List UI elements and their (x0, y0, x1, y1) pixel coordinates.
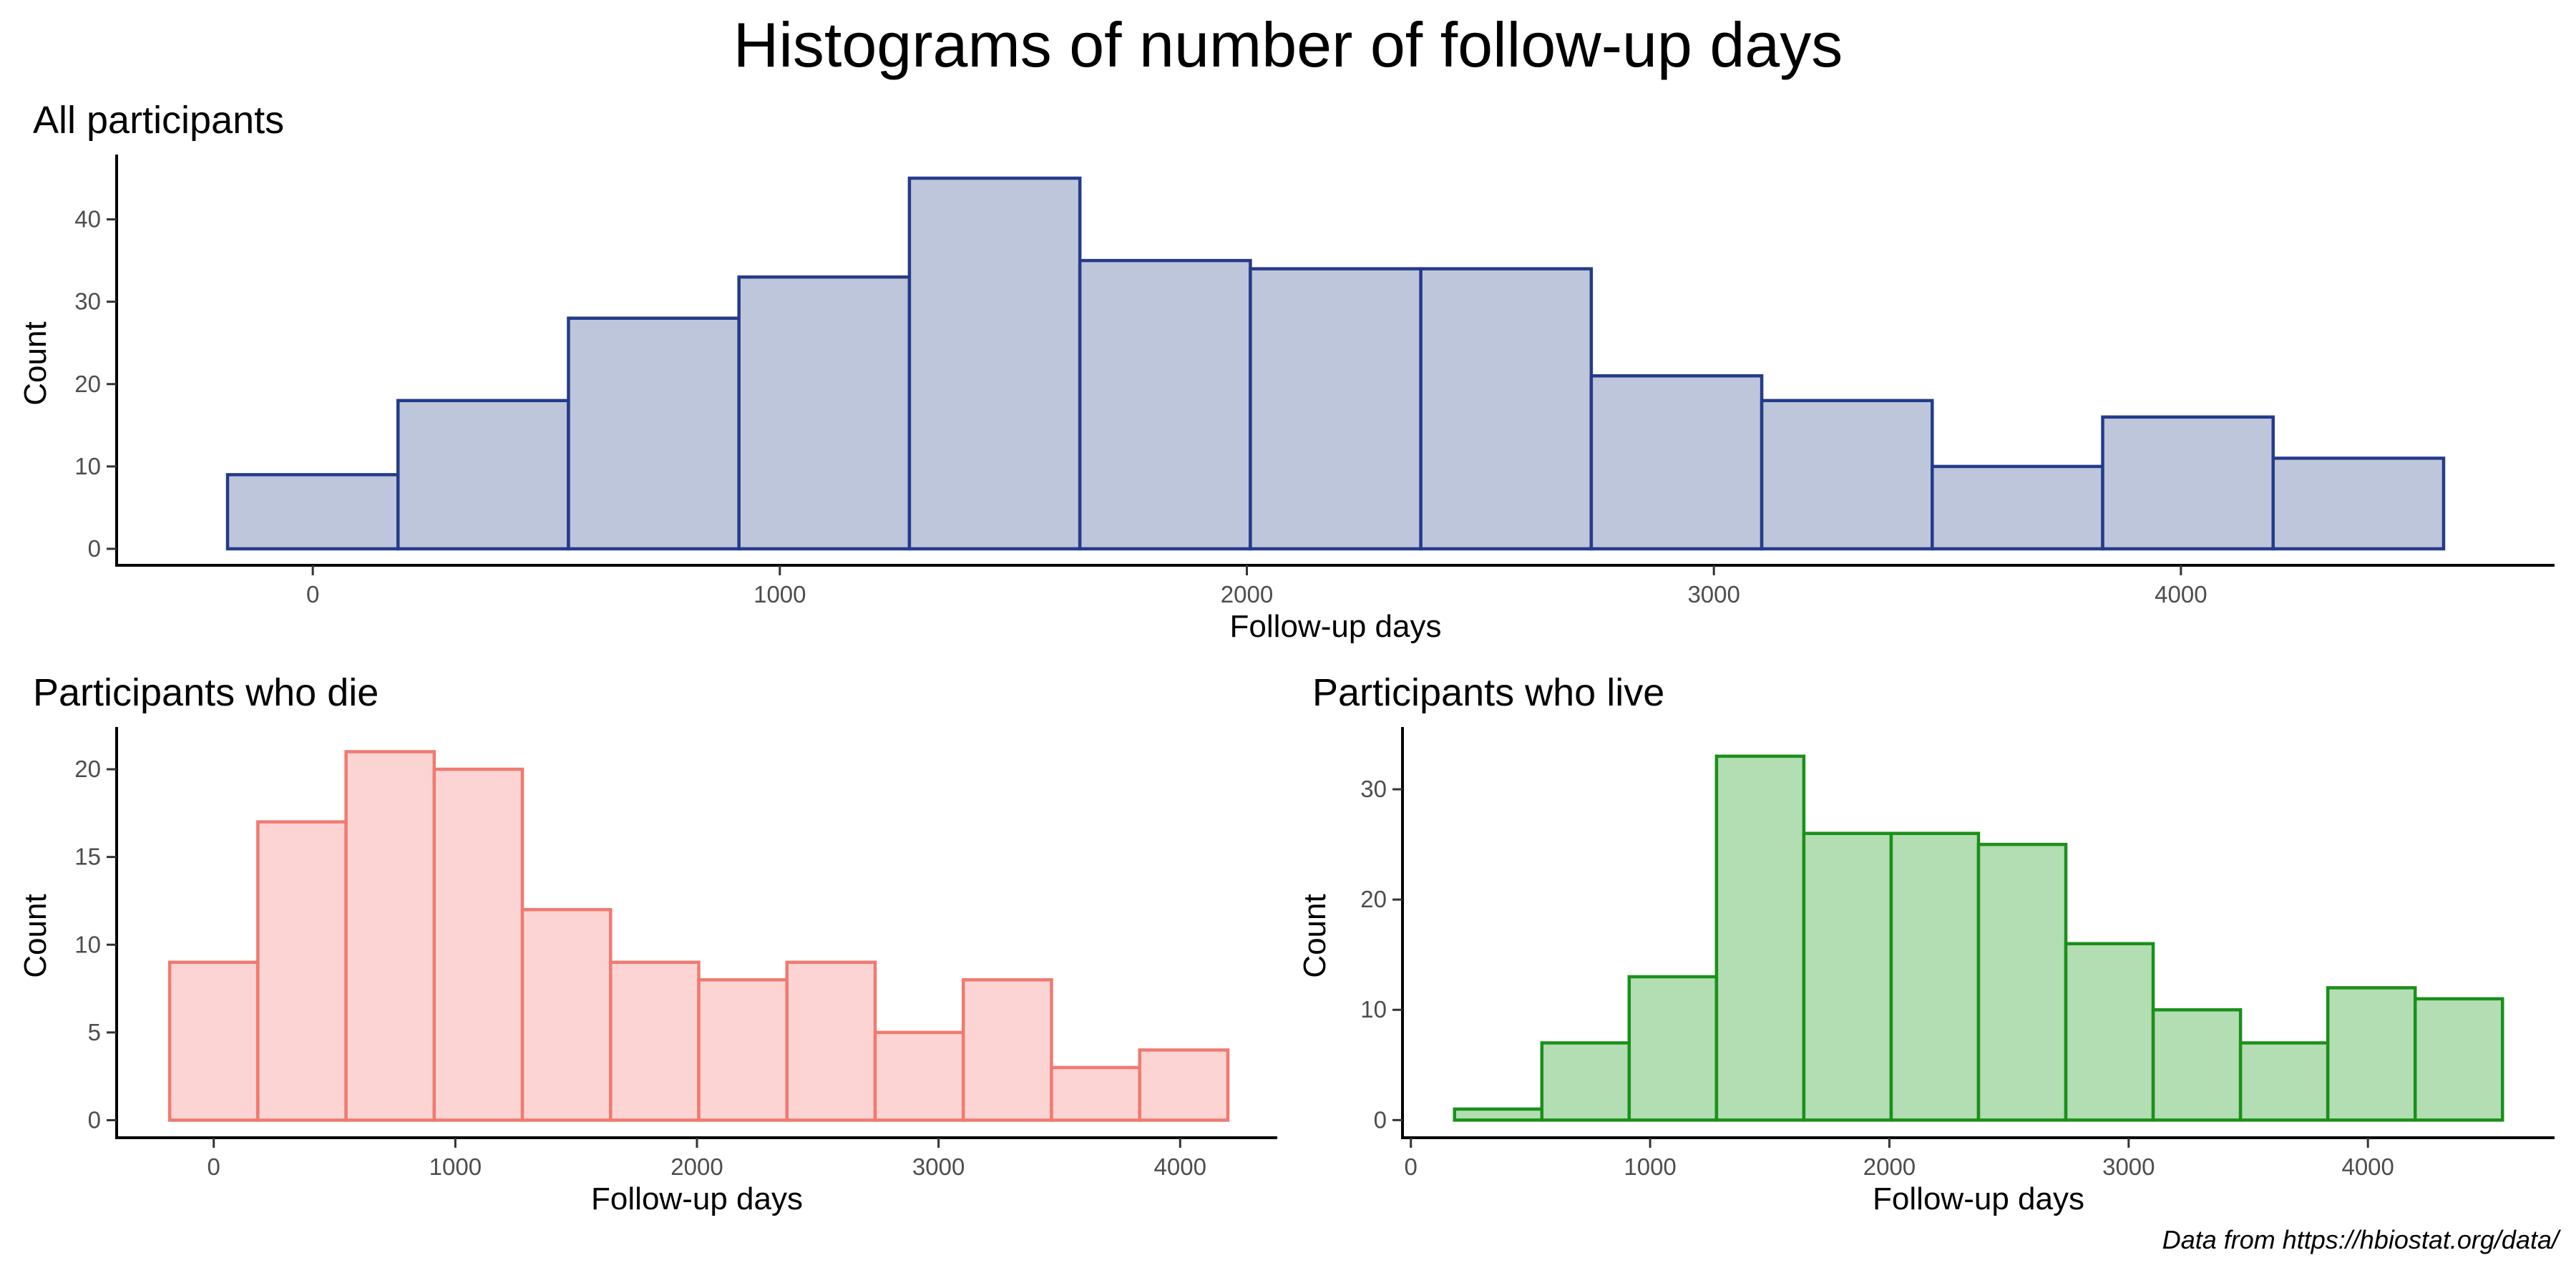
histogram-bar (697, 978, 789, 1122)
histogram-bar (785, 960, 877, 1122)
histogram-bar (432, 767, 525, 1122)
y-axis-title: Count (18, 321, 53, 405)
y-tick-label: 10 (74, 931, 101, 957)
histogram-bar (1889, 831, 1981, 1122)
y-tick-label: 30 (1360, 776, 1387, 802)
histogram-bar (1802, 831, 1893, 1122)
histogram-bar (1453, 1107, 1544, 1122)
x-tick-label: 0 (208, 1153, 220, 1180)
y-tick-label: 15 (74, 844, 101, 870)
bars (167, 750, 1230, 1122)
page-title: Histograms of number of follow-up days (733, 9, 1843, 80)
x-axis-title: Follow-up days (1230, 609, 1442, 644)
histogram-bar (1540, 1041, 1631, 1122)
histogram-bar (2413, 997, 2504, 1122)
x-tick-label: 0 (1405, 1153, 1418, 1180)
histogram-bar (2271, 457, 2446, 551)
histogram-all-participants: All participants 0 10 20 30 40 0 1000 2000 3000 40… (18, 99, 2555, 644)
y-tick-label: 10 (1360, 996, 1387, 1023)
x-tick-label: 3000 (912, 1153, 965, 1180)
y-tick-label: 30 (74, 288, 101, 315)
histogram-bar (396, 399, 570, 551)
bars (1453, 754, 2504, 1122)
histogram-bar (1419, 267, 1594, 551)
x-tick-label: 2000 (670, 1153, 723, 1180)
histogram-bar (1760, 399, 1934, 551)
histogram-bar (2101, 415, 2275, 551)
x-tick-label: 1000 (753, 581, 806, 608)
x-tick-label: 4000 (2155, 581, 2207, 608)
histogram-bar (344, 750, 436, 1122)
histogram-bar (167, 960, 260, 1122)
histogram-bar (873, 1030, 965, 1122)
bars (225, 176, 2446, 551)
y-tick-label: 10 (74, 453, 101, 479)
panel-participants-who-live: Participants who live 0 10 20 30 0 1000 2000 300… (1288, 665, 2576, 1224)
histogram-bar (1078, 258, 1252, 551)
histogram-bar (225, 473, 400, 551)
y-tick-label: 5 (88, 1019, 101, 1045)
histogram-bar (961, 978, 1053, 1122)
panel-title: Participants who live (1312, 671, 1664, 714)
y-axis-title: Count (18, 894, 53, 977)
histogram-bar (256, 820, 348, 1122)
panel-title: All participants (33, 99, 284, 142)
panel-participants-who-die: Participants who die 0 5 10 15 20 0 1000 2000 300… (0, 665, 1288, 1224)
histogram-bar (1627, 975, 1719, 1122)
histogram-bar (737, 275, 912, 551)
histogram-participants-who-die: Participants who die 0 5 10 15 20 0 1000 2000 300… (18, 671, 1277, 1216)
x-tick-label: 2000 (1863, 1153, 1916, 1180)
y-tick-label: 0 (1374, 1106, 1387, 1133)
x-tick-label: 2000 (1221, 581, 1273, 608)
y-tick-label: 20 (74, 756, 101, 782)
histogram-bar (1714, 754, 1806, 1122)
histogram-bar (1589, 374, 1764, 551)
histogram-bar (2238, 1041, 2330, 1122)
y-tick-label: 0 (88, 535, 101, 562)
histogram-bar (1249, 267, 1423, 551)
histogram-bar (2326, 986, 2417, 1122)
panel-title: Participants who die (33, 671, 379, 714)
panel-all-participants: All participants 0 10 20 30 40 0 1000 2000 3000 40… (0, 93, 2576, 651)
x-tick-label: 3000 (2102, 1153, 2155, 1180)
histogram-bar (567, 316, 741, 551)
x-tick-label: 4000 (1154, 1153, 1206, 1180)
x-tick-label: 0 (306, 581, 319, 608)
histogram-bar (1931, 464, 2104, 551)
y-tick-label: 20 (74, 371, 101, 397)
x-tick-label: 4000 (2341, 1153, 2394, 1180)
x-axis-title: Follow-up days (1873, 1181, 2084, 1216)
y-tick-label: 0 (88, 1106, 101, 1133)
histogram-participants-who-live: Participants who live 0 10 20 30 0 1000 2000 300… (1297, 671, 2555, 1216)
histogram-bar (1138, 1048, 1230, 1122)
y-axis-title: Count (1297, 894, 1332, 977)
data-source-caption: Data from https://hbiostat.org/data/ (2162, 1225, 2559, 1254)
x-tick-label: 3000 (1687, 581, 1740, 608)
x-tick-label: 1000 (1624, 1153, 1676, 1180)
histogram-bar (520, 907, 613, 1122)
x-tick-label: 1000 (429, 1153, 482, 1180)
histogram-bar (907, 176, 1082, 551)
histogram-bar (2151, 1008, 2243, 1122)
y-tick-label: 40 (74, 206, 101, 233)
y-tick-label: 20 (1360, 886, 1387, 912)
histogram-bar (2064, 942, 2155, 1122)
x-axis-title: Follow-up days (591, 1181, 803, 1216)
histogram-bar (609, 960, 701, 1122)
histogram-bar (1050, 1065, 1141, 1122)
histogram-bar (1976, 842, 2068, 1122)
